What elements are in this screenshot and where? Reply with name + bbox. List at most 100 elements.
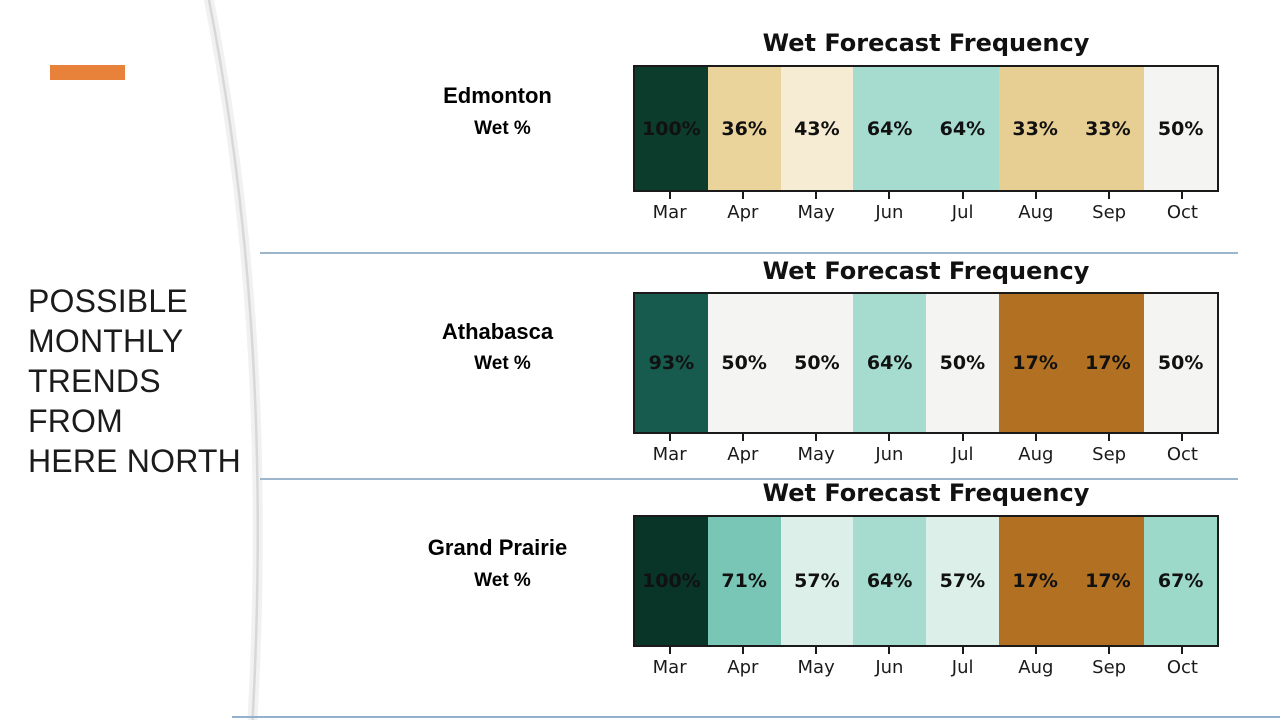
tick-mark (741, 434, 744, 441)
heatmap-cell: 64% (853, 517, 926, 645)
heatmap-plot: 93% 50% 50% 64% 50% 17% 17% 50% (633, 292, 1219, 434)
month-label: May (797, 202, 835, 223)
row-label-athabasca: Athabasca (441, 319, 554, 344)
month-tick-label: Aug (999, 434, 1072, 465)
tick-mark (815, 192, 818, 199)
month-tick-label: Mar (633, 192, 706, 223)
month-tick-label: Jun (853, 647, 926, 678)
tick-mark (668, 647, 671, 654)
month-tick-label: Apr (706, 434, 779, 465)
heatmap-cell: 57% (780, 517, 854, 645)
month-label: Oct (1166, 657, 1198, 678)
tick-mark (668, 434, 671, 441)
slide-title-line: MONTHLY (28, 323, 184, 359)
heatmap-cell: 17% (1071, 517, 1145, 645)
heatmap-cell: 100% (635, 67, 708, 190)
month-tick-label: May (780, 647, 853, 678)
month-label: May (797, 657, 835, 678)
slide-title-line: HERE NORTH (28, 443, 241, 479)
heatmap-cell: 36% (707, 67, 781, 190)
month-label: Jul (951, 444, 974, 465)
tick-mark (741, 647, 744, 654)
month-tick-label: Mar (633, 647, 706, 678)
month-axis: Mar Apr May Jun Jul Aug Sep Oct (633, 192, 1219, 223)
tick-mark (1108, 192, 1111, 199)
month-label: Oct (1166, 444, 1198, 465)
tick-mark (961, 434, 964, 441)
heatmap-cell: 33% (1071, 67, 1145, 190)
month-label: Sep (1092, 444, 1127, 465)
month-label: Sep (1092, 657, 1127, 678)
bottom-border-line (232, 716, 1280, 718)
chart-title: Wet Forecast Frequency (762, 257, 1090, 285)
month-label: Aug (1018, 657, 1054, 678)
month-tick-label: Oct (1146, 434, 1219, 465)
tick-mark (888, 647, 891, 654)
slide-title: POSSIBLE MONTHLY TRENDS FROM HERE NORTH (28, 281, 263, 481)
section-divider (260, 252, 1238, 254)
month-label: Mar (652, 202, 687, 223)
heatmap-cell: 17% (998, 294, 1072, 432)
month-label: Jun (875, 657, 904, 678)
month-tick-label: Jul (926, 192, 999, 223)
heatmap-cell: 50% (926, 294, 999, 432)
month-label: Apr (727, 202, 759, 223)
row-label-grand-prairie: Grand Prairie (427, 535, 568, 560)
section-divider (260, 478, 1238, 480)
heatmap-plot: 100% 71% 57% 64% 57% 17% 17% 67% (633, 515, 1219, 647)
row-sublabel: Wet % (474, 353, 531, 374)
chart-title: Wet Forecast Frequency (762, 479, 1090, 507)
month-tick-label: Jul (926, 647, 999, 678)
heatmap-cell: 50% (1144, 294, 1217, 432)
month-tick-label: Aug (999, 192, 1072, 223)
month-label: Mar (652, 444, 687, 465)
heatmap-cell: 43% (780, 67, 854, 190)
month-tick-label: Sep (1073, 647, 1146, 678)
month-label: Aug (1018, 202, 1054, 223)
heatmap-cell: 100% (635, 517, 708, 645)
heatmap-cell: 93% (635, 294, 708, 432)
month-label: Oct (1166, 202, 1198, 223)
heatmap-cell: 57% (926, 517, 999, 645)
month-axis: Mar Apr May Jun Jul Aug Sep Oct (633, 647, 1219, 678)
month-tick-label: Sep (1073, 192, 1146, 223)
month-tick-label: Apr (706, 192, 779, 223)
month-tick-label: Oct (1146, 647, 1219, 678)
slide-title-line: POSSIBLE (28, 283, 188, 319)
tick-mark (668, 192, 671, 199)
heatmap-cell: 50% (1144, 67, 1217, 190)
row-sublabel: Wet % (474, 118, 531, 139)
tick-mark (1181, 647, 1184, 654)
month-label: Jun (875, 444, 904, 465)
heatmap-cell: 64% (853, 67, 926, 190)
tick-mark (961, 647, 964, 654)
month-tick-label: May (780, 192, 853, 223)
tick-mark (1181, 434, 1184, 441)
heatmap-cell: 64% (853, 294, 926, 432)
tick-mark (1034, 192, 1037, 199)
month-tick-label: Jun (853, 434, 926, 465)
tick-mark (1181, 192, 1184, 199)
tick-mark (1034, 647, 1037, 654)
chart-title: Wet Forecast Frequency (762, 29, 1090, 57)
month-label: May (797, 444, 835, 465)
heatmap-cell: 50% (707, 294, 781, 432)
heatmap-cell: 17% (998, 517, 1072, 645)
slide-title-line: TRENDS FROM (28, 363, 161, 439)
tick-mark (815, 647, 818, 654)
month-tick-label: Mar (633, 434, 706, 465)
month-label: Aug (1018, 444, 1054, 465)
month-label: Apr (727, 657, 759, 678)
heatmap-cell: 33% (998, 67, 1072, 190)
tick-mark (888, 434, 891, 441)
tick-mark (888, 192, 891, 199)
month-tick-label: Apr (706, 647, 779, 678)
month-label: Sep (1092, 202, 1127, 223)
row-label-edmonton: Edmonton (443, 83, 552, 108)
heatmap-cell: 71% (707, 517, 781, 645)
month-label: Mar (652, 657, 687, 678)
heatmap-cell: 67% (1144, 517, 1217, 645)
month-tick-label: Jun (853, 192, 926, 223)
tick-mark (1108, 434, 1111, 441)
